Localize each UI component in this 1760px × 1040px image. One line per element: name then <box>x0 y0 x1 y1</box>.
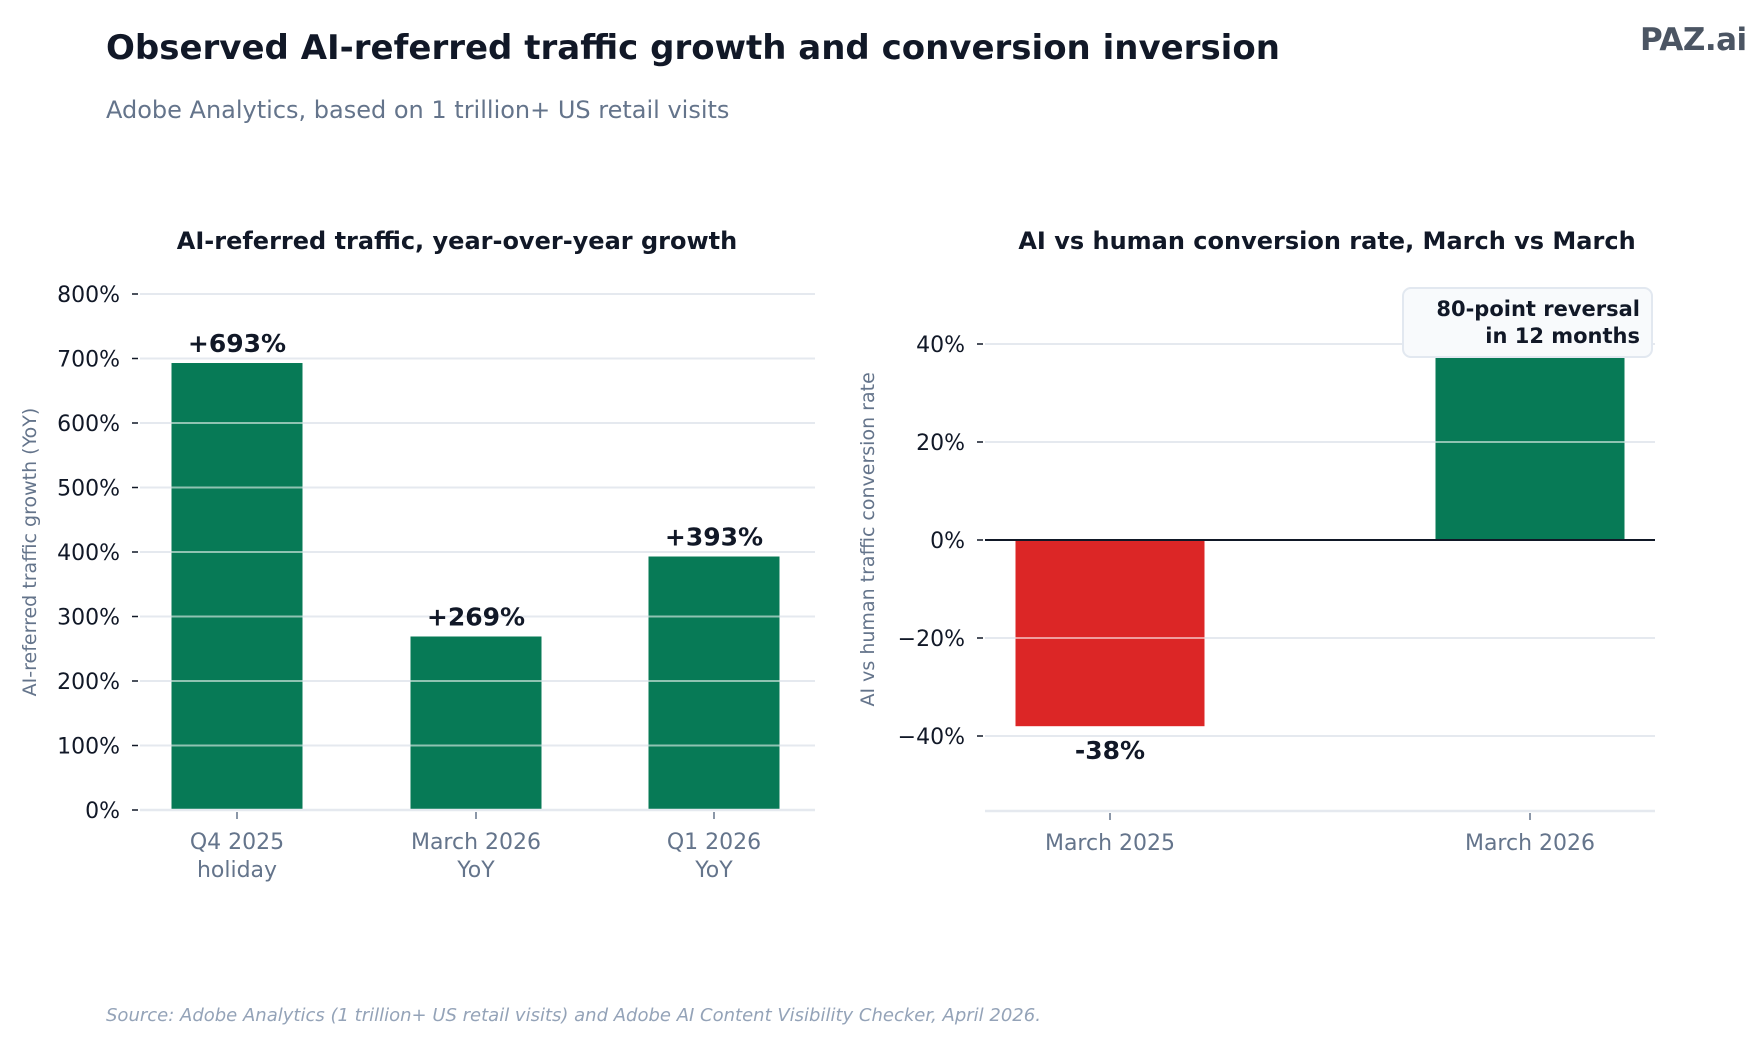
y-axis-label: AI-referred traffic growth (YoY) <box>19 408 41 697</box>
x-tick-label: holiday <box>197 858 277 883</box>
y-tick-label: 800% <box>57 283 120 308</box>
x-tick-label: Q4 2025 <box>190 830 284 855</box>
panel-title: AI-referred traffic, year-over-year grow… <box>177 227 737 255</box>
page-subtitle: Adobe Analytics, based on 1 trillion+ US… <box>106 96 730 124</box>
y-tick-label: 200% <box>57 670 120 695</box>
y-tick-label: 300% <box>57 606 120 631</box>
y-tick-label: 40% <box>916 333 965 358</box>
data-label: +693% <box>188 329 286 358</box>
y-tick-label: 600% <box>57 412 120 437</box>
x-tick-label: March 2026 <box>411 830 541 855</box>
brand-logo: PAZ.ai <box>1640 22 1747 58</box>
panel-title: AI vs human conversion rate, March vs Ma… <box>1018 227 1635 255</box>
x-tick-label: YoY <box>694 858 733 883</box>
y-tick-label: 500% <box>57 477 120 502</box>
source-note: Source: Adobe Analytics (1 trillion+ US … <box>106 1005 1041 1026</box>
y-tick-label: −40% <box>898 725 965 750</box>
bar <box>1015 540 1205 727</box>
data-label: -38% <box>1075 736 1145 765</box>
annotation-text: 80-point reversal <box>1436 297 1640 321</box>
x-tick-label: March 2025 <box>1045 831 1175 856</box>
bar <box>648 556 780 810</box>
x-tick-label: March 2026 <box>1465 831 1595 856</box>
x-tick-label: YoY <box>456 858 495 883</box>
y-tick-label: 100% <box>57 735 120 760</box>
annotation-text: in 12 months <box>1485 324 1640 348</box>
bar <box>410 636 542 810</box>
page-title: Observed AI-referred traffic growth and … <box>106 28 1280 68</box>
y-tick-label: −20% <box>898 627 965 652</box>
y-axis-label: AI vs human traffic conversion rate <box>857 372 879 706</box>
bar <box>171 363 303 810</box>
data-label: +269% <box>427 602 525 631</box>
annotation-box <box>1402 287 1653 358</box>
bar <box>1435 334 1625 540</box>
y-tick-label: 400% <box>57 541 120 566</box>
y-tick-label: 700% <box>57 348 120 373</box>
y-tick-label: 0% <box>85 799 120 824</box>
y-tick-label: 20% <box>916 431 965 456</box>
y-tick-label: 0% <box>930 529 965 554</box>
data-label: +393% <box>665 523 763 552</box>
x-tick-label: Q1 2026 <box>667 830 761 855</box>
